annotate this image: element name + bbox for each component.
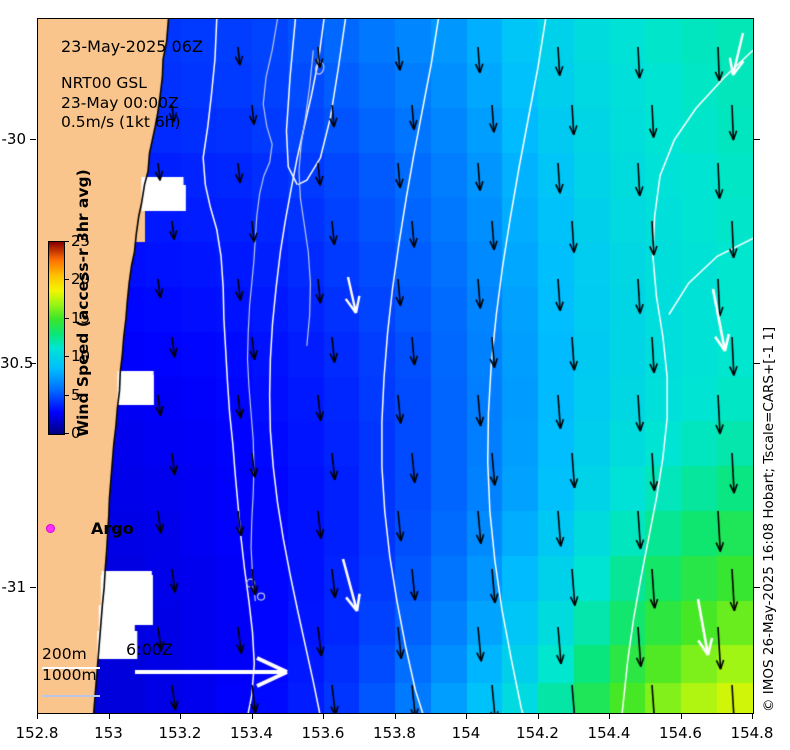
colorbar-tick-label: 25 bbox=[71, 232, 91, 250]
source-annotation: NRT00 GSL 23-May 00:00Z 0.5m/s (1kt 6h) bbox=[61, 74, 181, 131]
vector-and-contour-overlay bbox=[38, 19, 753, 713]
x-axis-tick-label: 154 bbox=[451, 724, 481, 742]
x-axis-tick bbox=[37, 713, 38, 719]
colorbar-tick bbox=[65, 394, 69, 396]
argo-legend-label: Argo bbox=[91, 519, 134, 538]
x-axis-tick-label: 153.8 bbox=[373, 724, 416, 742]
colorbar-tick bbox=[65, 433, 69, 434]
y-axis-tick-label: 30.5 bbox=[0, 353, 34, 372]
x-axis-tick bbox=[752, 713, 753, 719]
x-axis-tick-label: 153 bbox=[94, 724, 123, 742]
colorbar bbox=[48, 241, 65, 435]
x-axis-tick bbox=[394, 713, 396, 719]
x-axis-tick-label: 154.4 bbox=[587, 724, 631, 742]
x-axis-tick-label: 153.2 bbox=[158, 724, 202, 742]
depth-200m-label: 200m bbox=[42, 645, 87, 663]
colorbar-tick-label: 10 bbox=[71, 347, 91, 366]
colorbar-tick-label: 20 bbox=[71, 270, 91, 289]
colorbar-tick bbox=[65, 317, 69, 319]
colorbar-tick-label: 15 bbox=[71, 308, 91, 327]
x-axis-tick bbox=[251, 713, 253, 719]
colorbar-title: Wind Speed (access-r 3hr avg) bbox=[74, 169, 92, 437]
x-axis-tick bbox=[537, 713, 539, 719]
depth-1000m-legend-line bbox=[42, 695, 100, 697]
x-axis-tick-label: 154.8 bbox=[730, 724, 774, 742]
map-plot-area[interactable]: 23-May-2025 06Z NRT00 GSL 23-May 00:00Z … bbox=[37, 18, 754, 714]
colorbar-tick bbox=[65, 241, 69, 242]
colorbar-tick-label: 0 bbox=[71, 424, 81, 442]
x-axis-tick-label: 154.6 bbox=[659, 724, 702, 742]
x-axis-tick bbox=[680, 713, 682, 719]
y-axis-tick-label: -30 bbox=[1, 129, 27, 148]
x-axis-tick bbox=[180, 713, 181, 719]
depth-200m-legend-line bbox=[42, 667, 100, 669]
y-axis-tick bbox=[30, 138, 36, 140]
colorbar-tick-label: 5 bbox=[71, 385, 81, 404]
y-axis-tick-right bbox=[754, 586, 760, 588]
x-axis-tick-label: 152.8 bbox=[15, 724, 59, 742]
y-axis-tick-right bbox=[754, 138, 760, 140]
depth-1000m-label: 1000m bbox=[42, 666, 97, 684]
x-axis-tick bbox=[609, 713, 610, 719]
pressure-contour-label: 6:00Z bbox=[126, 640, 173, 659]
y-axis-tick bbox=[30, 586, 36, 588]
depth-legend-label: 200m 1000m bbox=[42, 644, 97, 686]
x-axis-tick-label: 153.4 bbox=[230, 724, 273, 742]
x-axis-tick bbox=[108, 713, 110, 719]
colorbar-tick bbox=[65, 356, 69, 358]
x-axis-tick bbox=[466, 713, 467, 719]
colorbar-tick bbox=[65, 279, 69, 281]
x-axis-tick-label: 154.2 bbox=[516, 724, 559, 742]
x-axis-tick-label: 153.6 bbox=[301, 724, 345, 742]
argo-marker-icon bbox=[46, 524, 55, 533]
y-axis-tick-label: -31 bbox=[1, 577, 27, 596]
y-axis-tick bbox=[30, 362, 36, 364]
timestamp-annotation: 23-May-2025 06Z bbox=[61, 37, 203, 56]
colorbar-gradient bbox=[49, 242, 64, 434]
x-axis-tick bbox=[323, 713, 324, 719]
credit-text: © IMOS 26-May-2025 16:08 Hobart; Tscale=… bbox=[761, 326, 777, 712]
y-axis-tick-right bbox=[754, 362, 760, 364]
